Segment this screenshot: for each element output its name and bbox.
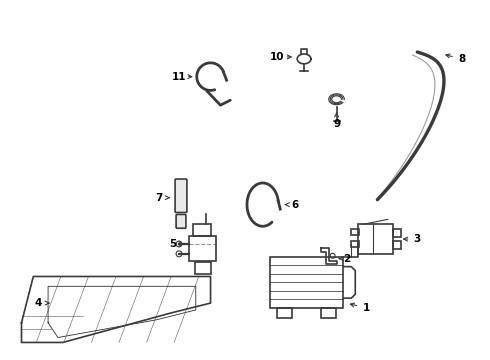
Bar	[351, 229, 359, 235]
Text: 4: 4	[35, 298, 42, 308]
Bar	[193, 224, 211, 236]
FancyBboxPatch shape	[176, 215, 186, 228]
Bar	[358, 224, 392, 254]
Bar	[392, 241, 400, 249]
Text: 10: 10	[270, 52, 285, 62]
Text: 9: 9	[333, 119, 340, 129]
Bar	[270, 257, 343, 308]
Text: 2: 2	[343, 254, 350, 264]
Text: 5: 5	[170, 239, 177, 249]
Bar	[351, 241, 359, 247]
FancyBboxPatch shape	[175, 179, 187, 212]
Bar	[277, 308, 292, 318]
Text: 8: 8	[458, 54, 465, 64]
Text: 3: 3	[414, 234, 421, 244]
Bar	[392, 229, 400, 237]
Text: 6: 6	[292, 199, 299, 210]
Bar	[195, 262, 211, 274]
Bar	[321, 308, 336, 318]
Text: 7: 7	[156, 193, 163, 203]
Bar	[189, 236, 217, 261]
Text: 11: 11	[172, 72, 186, 82]
Text: 1: 1	[363, 303, 370, 313]
